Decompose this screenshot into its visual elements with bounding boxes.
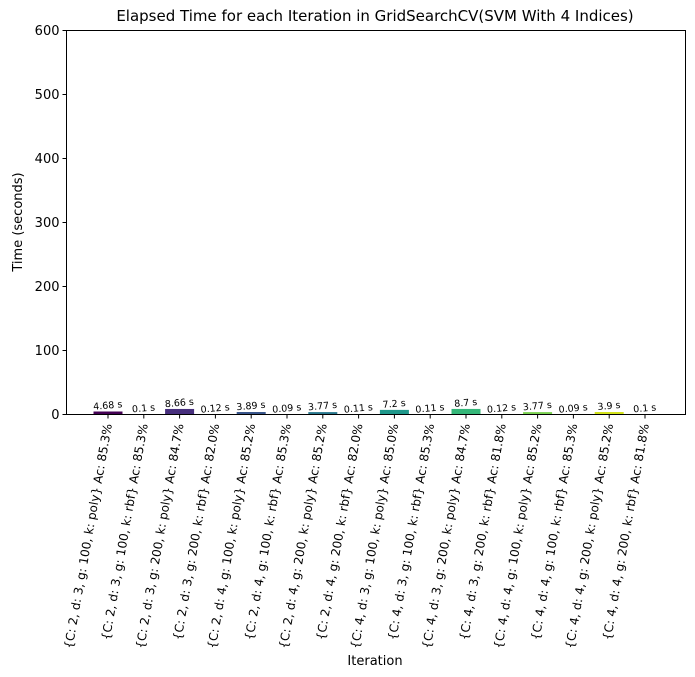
bar-value-label: 3.89 s — [236, 400, 266, 414]
y-axis-title: Time (seconds) — [11, 172, 26, 272]
x-axis: {C: 2, d: 3, g: 100, k: poly} Ac: 85.3%{… — [62, 414, 652, 650]
bar-value-label: 0.11 s — [343, 402, 373, 416]
chart-title: Elapsed Time for each Iteration in GridS… — [116, 7, 633, 25]
bar — [594, 412, 624, 415]
bar-value-label: 4.68 s — [93, 399, 123, 413]
y-tick-label: 400 — [35, 152, 60, 167]
bar-labels-group: 4.68 s 0.1 s 8.66 s 0.12 s 3.89 s 0.09 s 3.77 … — [93, 397, 657, 416]
bar-value-label: 0.12 s — [200, 402, 230, 416]
y-tick-label: 100 — [35, 344, 60, 359]
bar-value-label: 0.1 s — [132, 402, 156, 415]
bar-value-label: 3.9 s — [597, 400, 621, 413]
bar — [379, 409, 409, 415]
bar-value-label: 0.11 s — [415, 402, 445, 416]
y-tick-label: 300 — [35, 216, 60, 231]
bar-value-label: 8.7 s — [454, 397, 478, 410]
bar — [523, 412, 553, 415]
y-axis: 0 100 200 300 400 500 600 — [35, 24, 67, 423]
bar-value-label: 0.09 s — [272, 402, 302, 416]
bar-value-label: 3.77 s — [308, 400, 338, 414]
plot-frame — [66, 30, 686, 415]
bar — [308, 412, 338, 415]
y-tick-label: 0 — [51, 408, 59, 423]
bar-value-label: 7.2 s — [382, 398, 406, 411]
bar-value-label: 3.77 s — [522, 400, 552, 414]
bar — [451, 408, 481, 415]
y-tick-label: 600 — [35, 24, 60, 39]
bar-value-label: 8.66 s — [164, 397, 194, 411]
y-tick-label: 500 — [35, 88, 60, 103]
bar — [165, 408, 195, 415]
bar-value-label: 0.1 s — [633, 402, 657, 415]
bar-value-label: 0.09 s — [558, 402, 588, 416]
bar — [236, 412, 266, 415]
bar — [93, 411, 123, 415]
y-tick-label: 200 — [35, 280, 60, 295]
bar-value-label: 0.12 s — [487, 402, 517, 416]
x-axis-title: Iteration — [347, 654, 402, 669]
